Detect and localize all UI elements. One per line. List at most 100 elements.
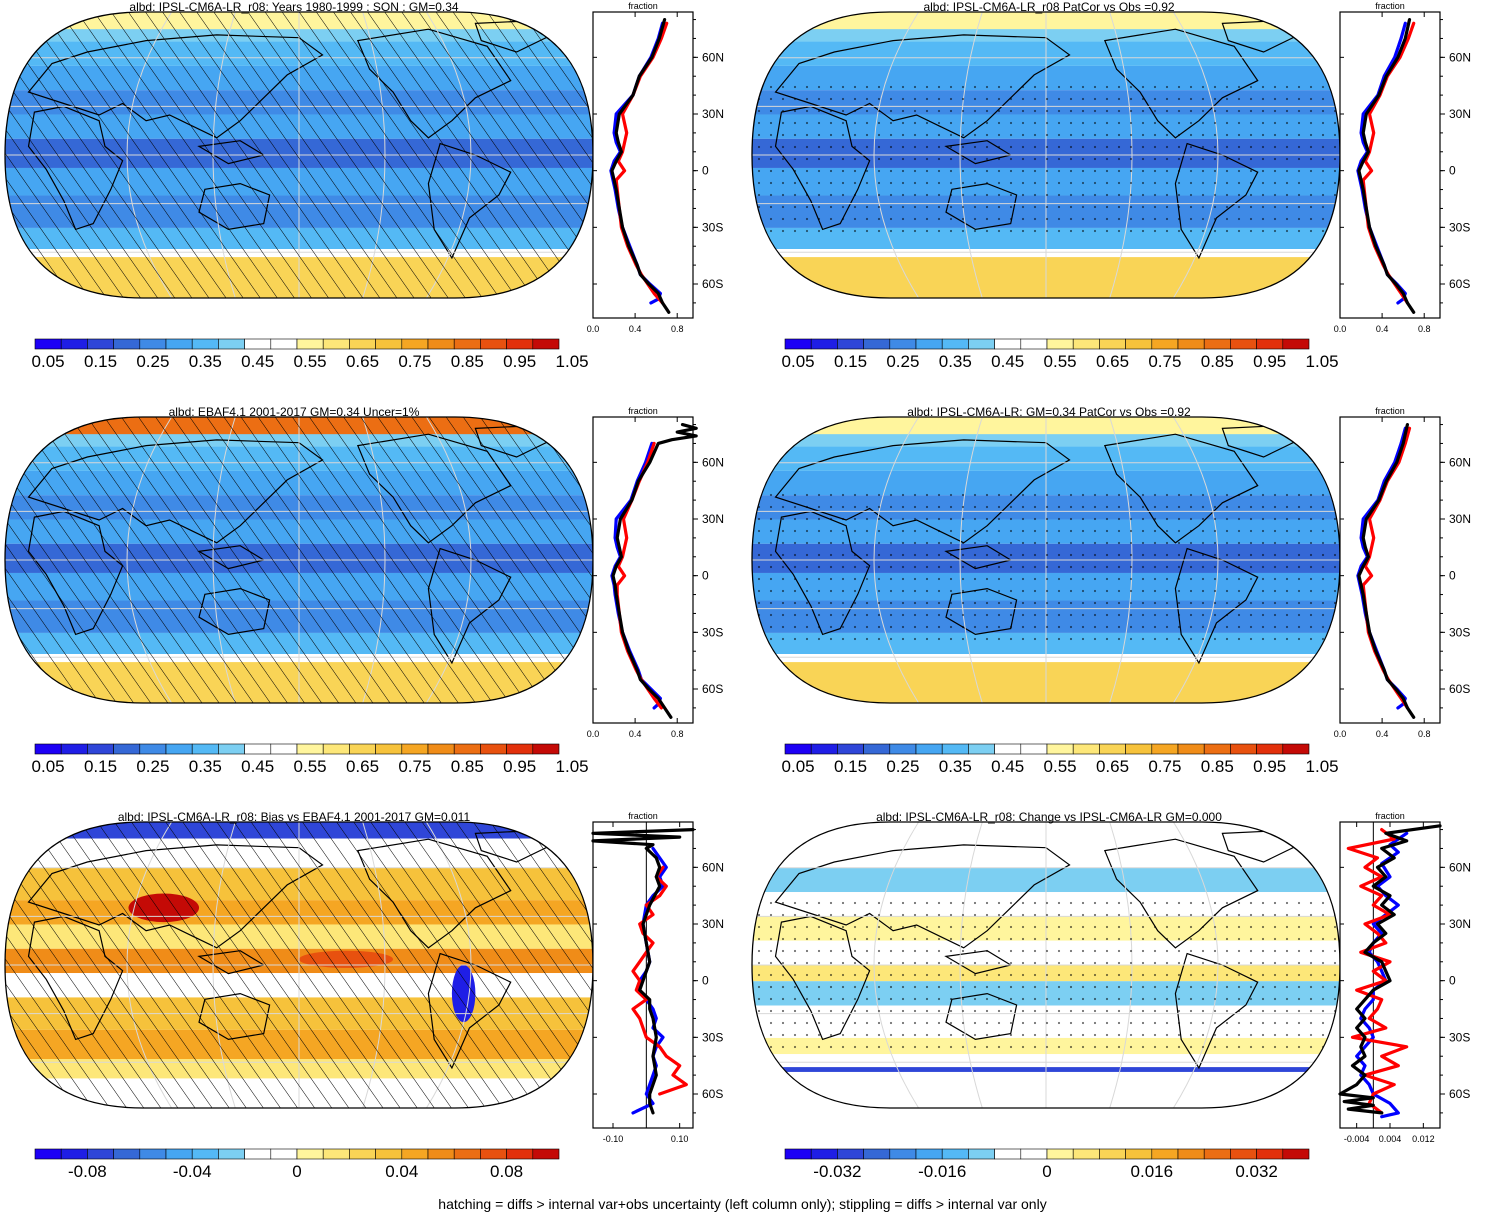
lat-tick-label: 0 [702,974,709,988]
colorbar-cell [453,743,481,755]
colorbar-cell [1072,1148,1100,1160]
profile-line-obs [631,865,688,1096]
colorbar-cell [87,1148,114,1160]
profile-title: fraction [1375,1,1405,11]
colorbar-cell [810,338,838,350]
colorbar-cell [915,338,943,350]
colorbar-cell [139,338,167,350]
colorbar-label: 0.05 [32,757,65,776]
colorbar-cell [427,743,455,755]
colorbar-label: 0.55 [294,757,327,776]
profile-line-mean [591,827,695,1115]
lat-tick-label: 30S [702,625,723,639]
colorbar-label: 0.35 [189,757,222,776]
colorbar-label: 0 [292,1162,301,1181]
lat-tick-label: 30S [1449,1030,1470,1044]
colorbar-cell [941,743,969,755]
lat-tick-label: 60N [702,455,724,469]
colorbar-cell [1099,743,1126,755]
colorbar-cell [60,1148,88,1160]
colorbar-cell [34,743,62,755]
colorbar-cell [1099,338,1126,350]
colorbar-cell [1203,743,1231,755]
map-field [752,417,1340,703]
colorbar-cell [165,338,193,350]
lat-tick-label: 0 [1449,569,1456,583]
footnote: hatching = diffs > internal var+obs unce… [438,1196,1047,1212]
colorbar-cell [863,1148,891,1160]
colorbar-label: 0.35 [939,352,972,371]
lat-tick-label: 30N [1449,917,1471,931]
colorbar-cell [244,338,272,350]
colorbar-cell [244,743,272,755]
colorbar-label: 0.55 [1044,352,1077,371]
colorbar-cell [810,743,838,755]
colorbar-cell [810,1148,838,1160]
map-panel [751,416,1341,704]
colorbar-cell [349,1148,376,1160]
colorbar-cell [968,1148,995,1160]
colorbar-cell [322,338,350,350]
x-tick-label: 0.012 [1412,1134,1435,1144]
colorbars-layer: 0.05 0.15 0.25 0.35 0.45 0.55 0.65 0.75 0.85 0.95… [32,338,1339,1181]
colorbar: -0.08 -0.04 0 0.04 0.08 [34,1148,560,1181]
colorbar: 0.05 0.15 0.25 0.35 0.45 0.55 0.65 0.75 0.85 0.95… [782,743,1339,776]
colorbar: 0.05 0.15 0.25 0.35 0.45 0.55 0.65 0.75 0.85 0.95… [782,338,1339,371]
colorbar-cell [784,743,812,755]
colorbar-label: 0.55 [294,352,327,371]
colorbar-cell [941,338,969,350]
lat-tick-label: 0 [1449,974,1456,988]
colorbar-cell [1125,743,1153,755]
colorbar-cell [784,1148,812,1160]
colorbar-cell [270,743,298,755]
colorbar-label: 0.75 [398,757,431,776]
colorbar-cell [1230,1148,1257,1160]
colorbar-label: 0.08 [490,1162,523,1181]
colorbar-label: 1.05 [556,352,589,371]
map-title: albd: IPSL-CM6A-LR: GM=0.34 PatCor vs Ob… [907,405,1191,419]
colorbar-label: 0.25 [886,757,919,776]
lat-tick-label: 60S [702,682,723,696]
colorbar-cell [915,743,943,755]
colorbar-cell [218,1148,245,1160]
colorbar-cell [401,743,429,755]
colorbar-cell [1230,743,1257,755]
map-outline [4,416,594,704]
colorbar-cell [139,1148,167,1160]
colorbar-label: 0.65 [346,352,379,371]
colorbar-cell [480,338,507,350]
colorbar-label: 1.05 [1306,757,1339,776]
map-panel [4,11,594,299]
colorbar-cell [1020,338,1048,350]
colorbar-cell [994,338,1022,350]
colorbar-cell [1046,743,1074,755]
colorbar-label: -0.04 [173,1162,212,1181]
colorbar-cell [1151,338,1179,350]
map-panel [751,821,1341,1109]
profile-frame [592,11,694,319]
x-tick-label: 0.004 [1379,1134,1402,1144]
colorbar-label: 0.15 [84,352,117,371]
map-outline [751,416,1341,704]
colorbar-cell [60,743,88,755]
colorbar-label: -0.08 [68,1162,107,1181]
colorbar-label: 0.35 [189,352,222,371]
lat-tick-label: 30N [702,917,724,931]
x-tick-label: 0.4 [1376,729,1389,739]
profiles-layer: fraction 60N 30N 0 30S 60S 0.0 0.4 0.8 fraction 60… [587,1,1471,1144]
colorbar-cell [1046,338,1074,350]
stippling-overlay [752,83,1340,241]
lat-tick-label: 60N [1449,50,1471,64]
colorbar-label: 0.65 [1096,757,1129,776]
lat-tick-label: 30S [1449,625,1470,639]
colorbar-cell [1256,338,1284,350]
colorbar-label: 0.15 [84,757,117,776]
profile-line-mean [610,18,671,314]
colorbar-label: 0.85 [1201,757,1234,776]
colorbar-label: 0 [1042,1162,1051,1181]
colorbar-cell [506,1148,534,1160]
x-tick-label: 0.4 [629,729,642,739]
lat-tick-label: 60S [702,1087,723,1101]
colorbar-label: 0.15 [834,352,867,371]
colorbar-cell [375,743,403,755]
